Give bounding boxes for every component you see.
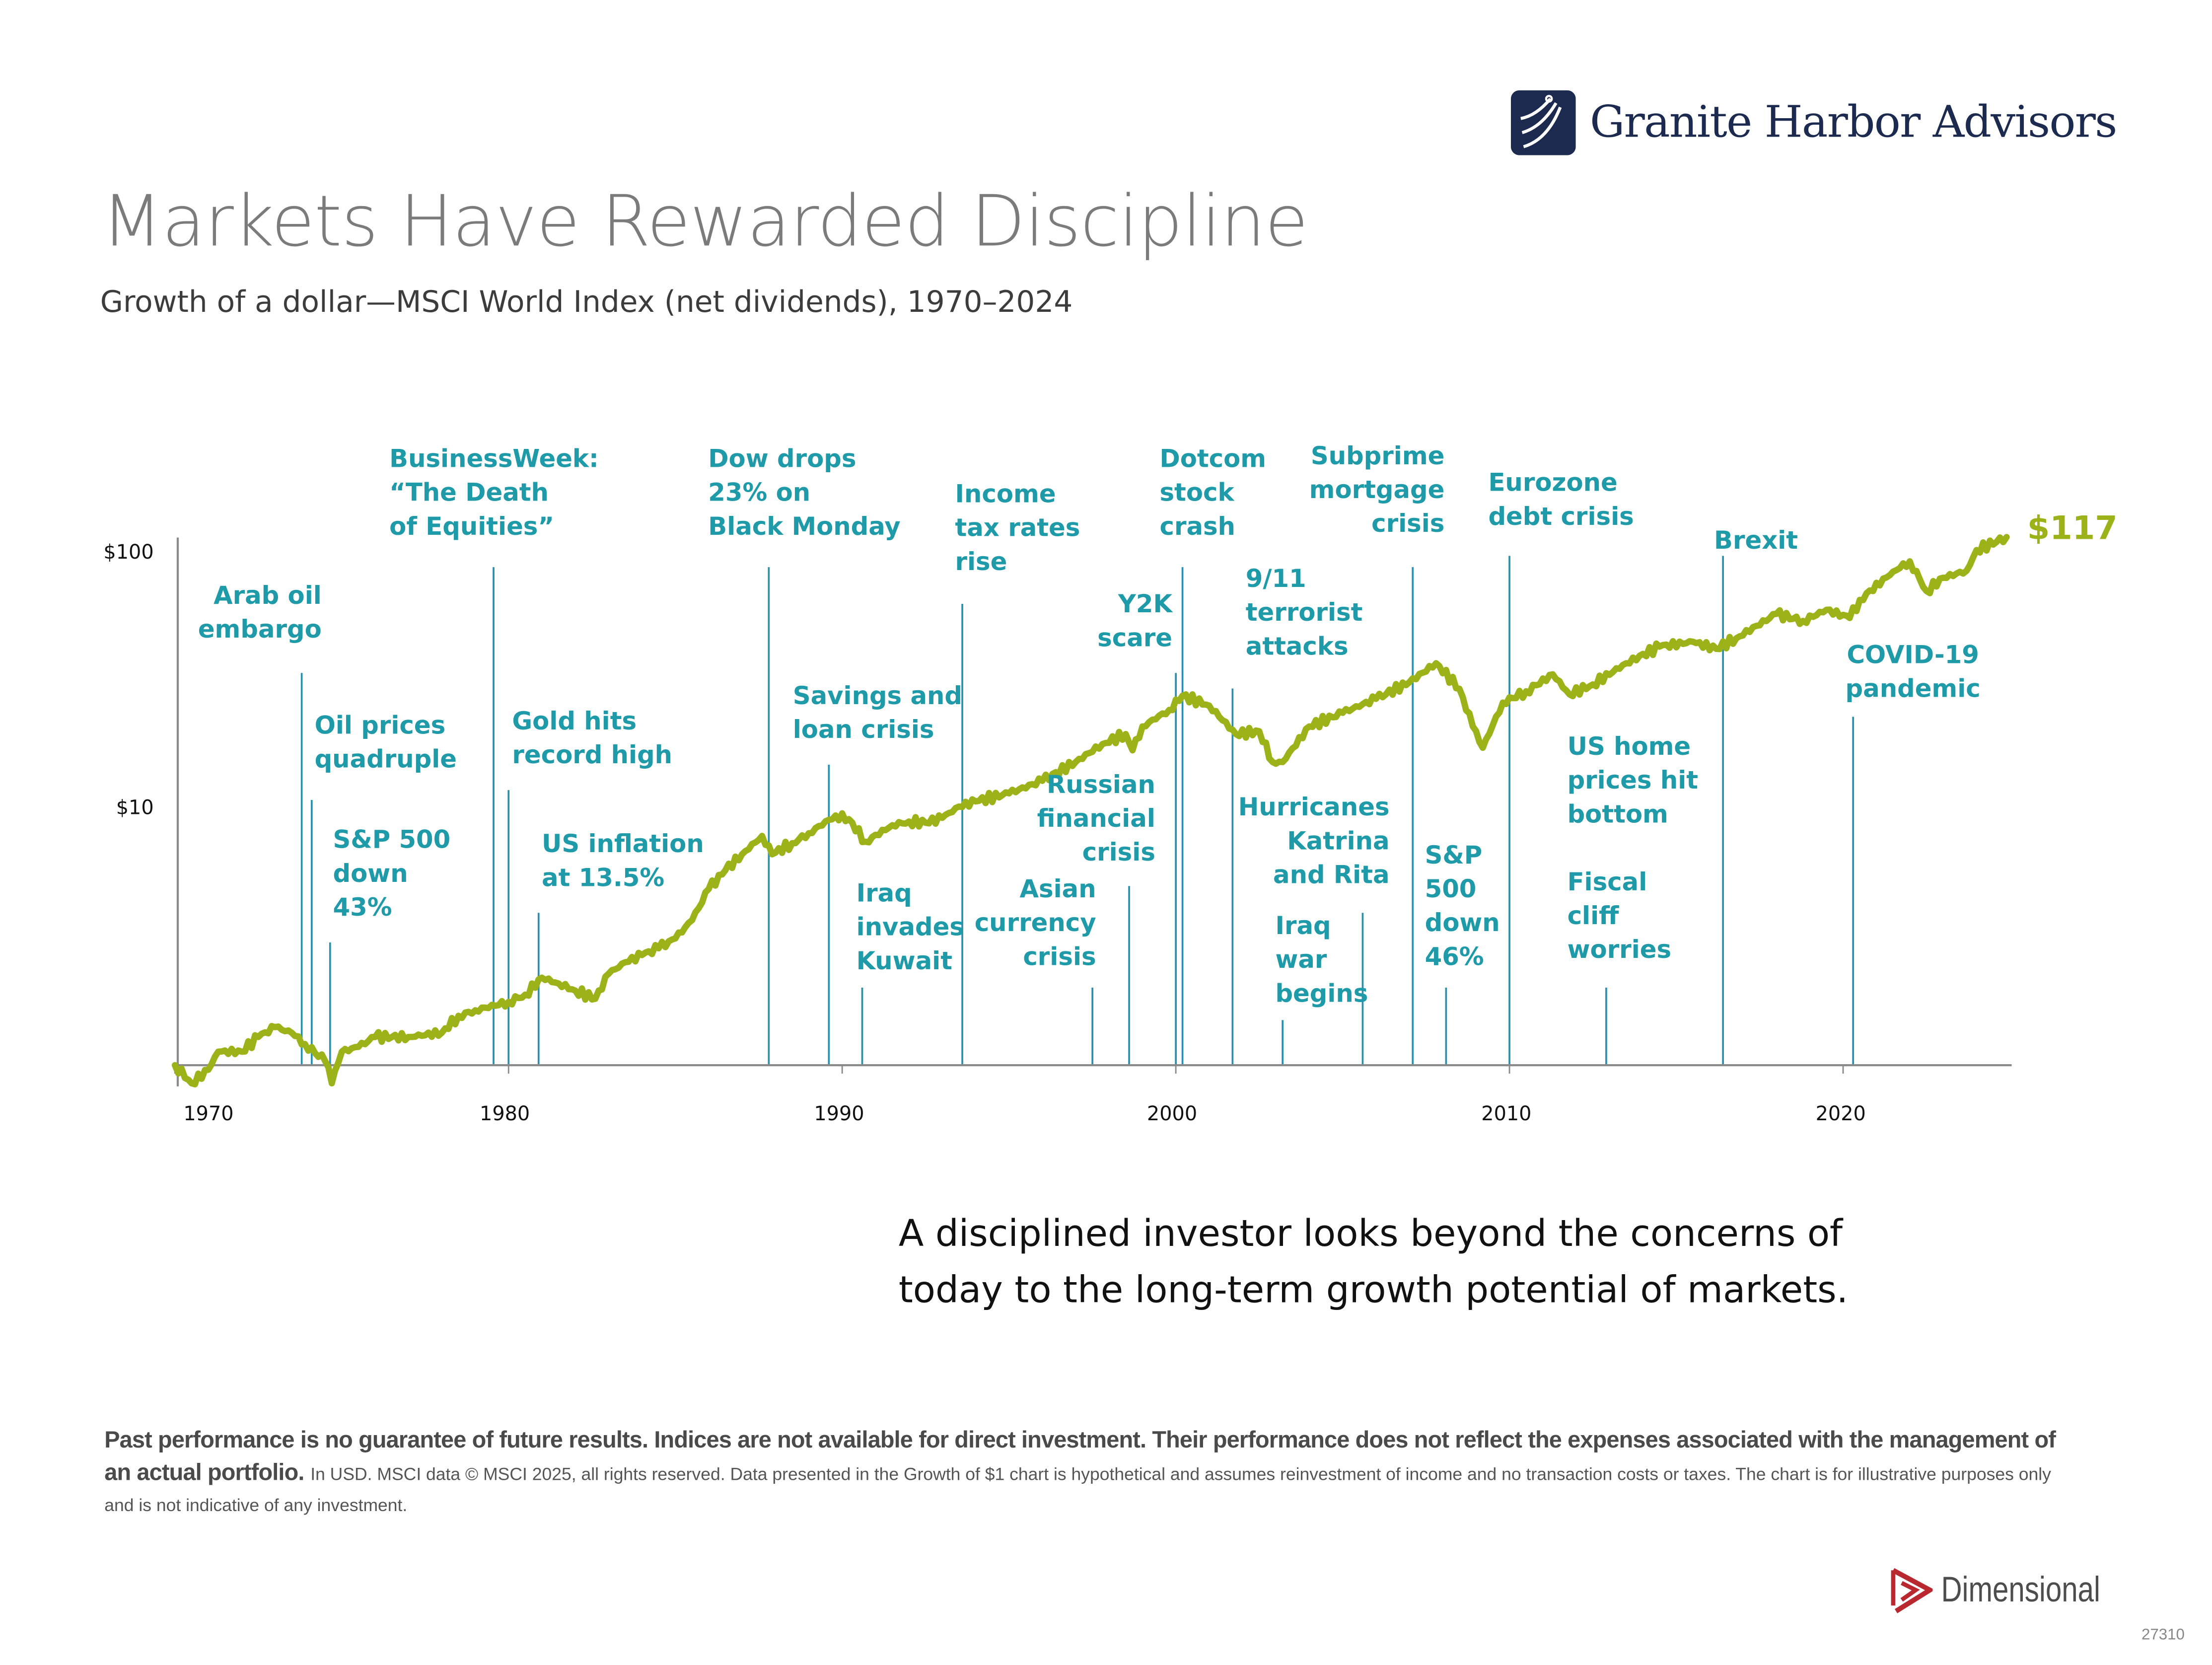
event-label-savings-loan: Savings and loan crisis (792, 683, 963, 745)
event-label-oil-prices: Oil prices quadruple (314, 712, 457, 775)
page-subtitle: Growth of a dollar—MSCI World Index (net… (100, 285, 1073, 319)
event-label-y2k: Y2K scare (1097, 591, 1173, 653)
event-label-brexit: Brexit (1714, 527, 1798, 556)
event-label-gold: Gold hits record high (512, 708, 673, 771)
disclaimer: Past performance is no guarantee of futu… (104, 1425, 2079, 1521)
x-tick-label: 1980 (480, 1103, 530, 1126)
document-code: 27310 (2141, 1626, 2185, 1644)
event-label-subprime: Subprime mortgage crisis (1309, 443, 1445, 539)
end-value-label: $117 (2027, 510, 2118, 548)
event-label-hurricanes: Hurricanes Katrina and Rita (1238, 794, 1390, 890)
disclaimer-small: In USD. MSCI data © MSCI 2025, all right… (104, 1464, 2051, 1516)
dimensional-triangle-icon (1891, 1568, 1933, 1613)
growth-chart (171, 534, 2012, 1087)
page-title: Markets Have Rewarded Discipline (101, 180, 1308, 263)
granite-harbor-logo: Granite Harbor Advisors (1510, 90, 2117, 155)
event-label-sp-46: S&P 500 down 46% (1425, 842, 1500, 972)
y-tick-label: $100 (103, 542, 154, 565)
event-label-sp-43: S&P 500 down 43% (333, 826, 451, 923)
event-label-inflation: US inflation at 13.5% (542, 831, 704, 893)
disclaimer-bold: Past performance is no guarantee of futu… (104, 1428, 2056, 1486)
sail-logo-icon (1510, 90, 1576, 155)
dimensional-logo: Dimensional (1890, 1566, 2135, 1614)
event-label-dotcom: Dotcom stock crash (1159, 445, 1267, 542)
x-tick-label: 2020 (1815, 1103, 1866, 1126)
event-label-911: 9/11 terrorist attacks (1245, 566, 1363, 662)
quote-text: A disciplined investor looks beyond the … (898, 1213, 1849, 1312)
event-label-covid: COVID-19 pandemic (1845, 642, 1981, 704)
x-tick-label: 1990 (814, 1103, 864, 1126)
event-label-us-home-prices: US home prices hit bottom (1567, 733, 1699, 830)
event-label-fiscal-cliff: Fiscal cliff worries (1567, 869, 1672, 965)
event-label-businessweek: BusinessWeek: “The Death of Equities” (389, 445, 599, 542)
dimensional-name: Dimensional (1941, 1569, 2100, 1609)
event-label-iraq-war: Iraq war begins (1275, 913, 1368, 1009)
x-tick-label: 2000 (1146, 1103, 1198, 1126)
brand-name: Granite Harbor Advisors (1590, 97, 2117, 148)
event-label-income-tax: Income tax rates rise (955, 481, 1080, 578)
event-label-arab-oil: Arab oil embargo (198, 582, 322, 645)
event-label-asian-currency: Asian currency crisis (974, 876, 1096, 972)
event-label-black-monday: Dow drops 23% on Black Monday (708, 445, 901, 542)
y-tick-label: $10 (116, 797, 154, 820)
x-tick-label: 2010 (1481, 1103, 1532, 1126)
msci-world-growth-line (171, 534, 2010, 1087)
x-tick-label: 1970 (183, 1103, 234, 1126)
event-label-russian: Russian financial crisis (1037, 772, 1155, 868)
event-label-iraq-kuwait: Iraq invades Kuwait (856, 880, 964, 977)
event-label-eurozone: Eurozone debt crisis (1488, 470, 1634, 532)
